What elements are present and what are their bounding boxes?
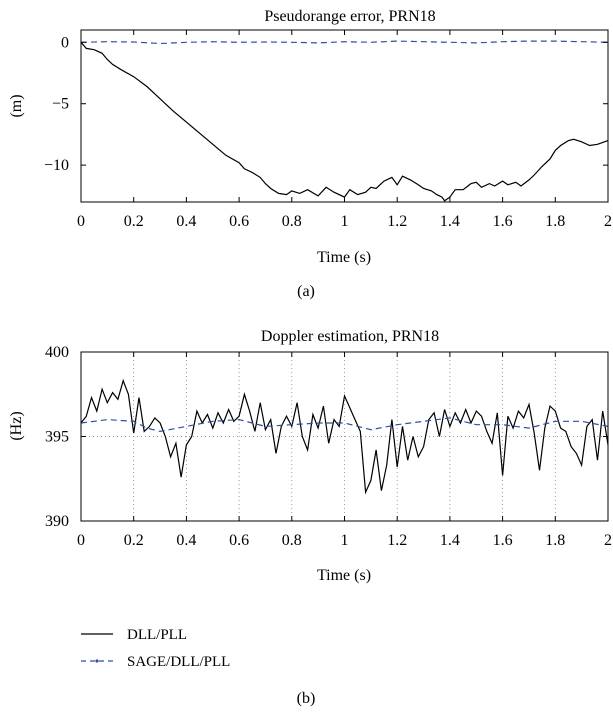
chart-title-a: Pseudorange error, PRN18 [264, 8, 435, 25]
x-tick-label-a-9: 1.8 [545, 213, 565, 230]
x-tick-label-a-4: 0.8 [282, 213, 302, 230]
x-tick-label-b-7: 1.4 [440, 532, 460, 549]
x-tick-label-a-2: 0.4 [176, 213, 196, 230]
y-tick-label-a-1: −5 [52, 96, 69, 113]
x-axis-label-a: Time (s) [317, 249, 371, 266]
legend-item-sage-dll-pll: SAGE/DLL/PLL [81, 654, 230, 670]
x-tick-label-a-3: 0.6 [229, 213, 249, 230]
x-tick-label-a-8: 1.6 [493, 213, 513, 230]
plot-area-b: 0 0.2 0.4 0.6 0.8 1 1.2 1.4 1.6 1.8 2 390 395 400 [45, 344, 612, 549]
x-tick-label-b-4: 0.8 [282, 532, 302, 549]
legend: DLL/PLL SAGE/DLL/PLL [81, 627, 230, 670]
legend-label-sage-dll-pll: SAGE/DLL/PLL [127, 654, 230, 670]
panel-label-b: (b) [297, 690, 316, 707]
y-axis-label-b: (Hz) [8, 411, 25, 440]
x-tick-label-b-0: 0 [77, 532, 85, 549]
x-tick-label-b-8: 1.6 [493, 532, 513, 549]
x-tick-label-b-1: 0.2 [124, 532, 144, 549]
series-line-a-dll-pll [80, 41, 609, 202]
legend-marker-sage-dll-pll [95, 659, 99, 663]
chart-title-b: Doppler estimation, PRN18 [261, 328, 439, 345]
y-tick-label-a-2: −10 [44, 157, 69, 174]
x-tick-label-b-6: 1.2 [387, 532, 407, 549]
x-tick-label-b-10: 2 [604, 532, 612, 549]
x-tick-label-a-10: 2 [604, 213, 612, 230]
x-tick-label-a-6: 1.2 [387, 213, 407, 230]
y-tick-label-b-1: 395 [45, 429, 69, 446]
y-axis-label-a: (m) [8, 94, 25, 117]
panel-label-a: (a) [297, 283, 315, 300]
series-line-b-sage-dll-pll [80, 417, 609, 433]
x-tick-label-a-0: 0 [77, 213, 85, 230]
x-tick-label-a-5: 1 [341, 213, 349, 230]
x-tick-label-b-5: 1 [341, 532, 349, 549]
y-tick-label-a-0: 0 [61, 34, 69, 51]
series-line-a-sage-dll-pll [80, 40, 609, 45]
x-tick-label-b-2: 0.4 [176, 532, 196, 549]
y-tick-label-b-0: 390 [45, 513, 69, 530]
plot-area-a: 0 0.2 0.4 0.6 0.8 1 1.2 1.4 1.6 1.8 2 0 −5 −10 [44, 29, 612, 230]
x-tick-label-a-7: 1.4 [440, 213, 460, 230]
legend-label-dll-pll: DLL/PLL [127, 627, 187, 643]
x-tick-label-b-9: 1.8 [545, 532, 565, 549]
x-axis-label-b: Time (s) [317, 567, 371, 584]
y-tick-label-b-2: 400 [45, 344, 69, 361]
series-line-b-dll-pll [80, 378, 609, 495]
x-tick-label-b-3: 0.6 [229, 532, 249, 549]
chart-doppler-estimation: Doppler estimation, PRN18 Time (s) (Hz) … [8, 328, 612, 584]
legend-item-dll-pll: DLL/PLL [81, 627, 187, 643]
x-tick-label-a-1: 0.2 [124, 213, 144, 230]
axes-frame-a [80, 29, 609, 203]
